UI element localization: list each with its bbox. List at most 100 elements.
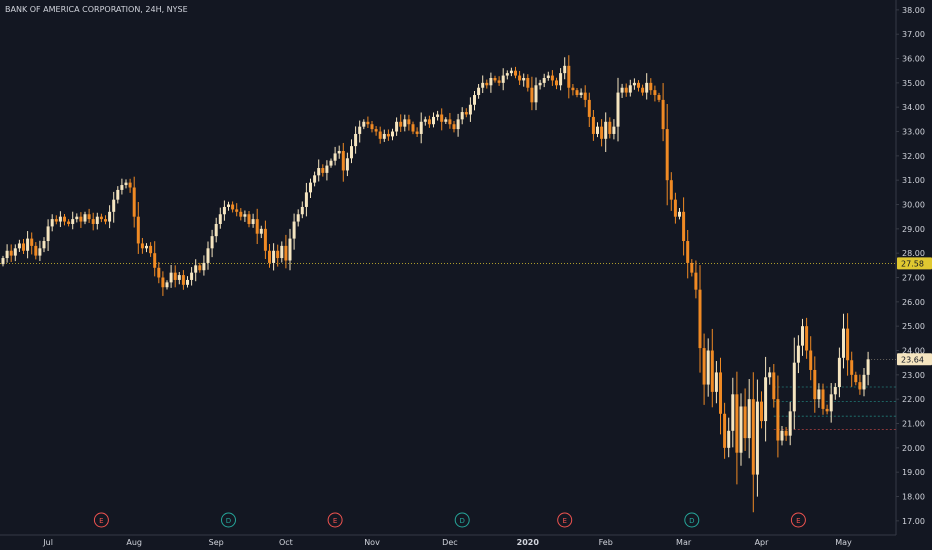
candle — [255, 208, 259, 245]
candle — [641, 84, 645, 96]
candle — [538, 79, 542, 90]
candle — [440, 108, 444, 131]
candle-body — [214, 223, 218, 237]
x-tick-label: Aug — [126, 538, 142, 547]
candle — [124, 179, 128, 189]
event-marker-label: E — [99, 517, 103, 525]
candle-body — [345, 158, 349, 171]
x-tick-label: Jul — [42, 538, 53, 547]
candle — [99, 213, 103, 223]
candle — [436, 110, 440, 121]
candle — [427, 115, 431, 128]
candle — [345, 152, 349, 177]
candle-body — [702, 348, 706, 385]
candle-body — [120, 185, 124, 190]
candle — [571, 83, 575, 96]
candle-body — [165, 282, 169, 288]
candle — [485, 79, 489, 89]
candle — [682, 197, 686, 256]
candle-body — [140, 243, 144, 249]
candle — [153, 241, 157, 277]
candle — [304, 182, 308, 217]
event-marker — [327, 512, 343, 528]
candle-body — [132, 187, 136, 217]
candle-body — [239, 211, 243, 217]
x-tick-label: Oct — [279, 538, 293, 547]
candle-body — [124, 182, 128, 186]
candle-body — [505, 73, 509, 76]
candle — [407, 114, 411, 131]
candle-body — [247, 214, 251, 224]
candle-body — [591, 116, 595, 134]
candle-body — [567, 65, 571, 88]
candle-body — [337, 150, 341, 154]
candle-body — [366, 121, 370, 125]
y-tick-label: 21.00 — [902, 420, 925, 429]
candle — [17, 239, 21, 252]
candle-body — [596, 126, 599, 134]
candle — [546, 71, 550, 81]
candle-body — [546, 75, 550, 78]
candle-body — [493, 77, 497, 81]
candle — [272, 243, 276, 271]
candle-body — [350, 146, 353, 159]
candle-body — [854, 374, 858, 383]
candle-body — [13, 248, 17, 256]
candle-body — [153, 253, 157, 268]
candle — [829, 383, 833, 423]
candle-body — [91, 219, 95, 224]
event-marker-label: E — [796, 517, 800, 525]
event-marker-label: E — [562, 517, 566, 525]
candle — [116, 186, 120, 204]
candle — [333, 146, 337, 166]
candle-body — [755, 401, 759, 475]
candle — [854, 371, 858, 386]
candle — [604, 112, 608, 152]
candle-body — [485, 82, 489, 86]
candle-body — [456, 119, 460, 130]
candle — [719, 357, 722, 435]
event-marker — [93, 512, 109, 528]
candle-body — [866, 359, 870, 375]
candle — [530, 76, 534, 111]
candle — [452, 120, 456, 133]
candle-body — [706, 350, 710, 385]
candle — [448, 112, 452, 129]
candle — [165, 280, 169, 290]
candle-body — [112, 199, 116, 212]
candle-body — [776, 399, 780, 441]
candle — [842, 313, 845, 369]
candle — [747, 379, 751, 459]
candle — [817, 383, 821, 408]
y-tick-label: 38.00 — [902, 6, 925, 15]
last-price-label-bg — [897, 353, 932, 366]
candle — [276, 244, 280, 267]
candle — [337, 145, 341, 159]
candle-body — [682, 211, 686, 242]
candle — [222, 200, 226, 221]
candle — [157, 262, 161, 284]
candle — [321, 164, 325, 177]
candle — [637, 80, 640, 92]
candle-body — [432, 116, 435, 125]
candle — [460, 107, 464, 125]
candle — [194, 259, 198, 282]
candle-body — [842, 328, 845, 358]
candle-body — [210, 236, 214, 249]
candle — [128, 178, 132, 193]
candle-body — [145, 245, 148, 249]
candle — [743, 388, 747, 451]
candle — [542, 73, 546, 88]
candle-body — [5, 250, 9, 259]
candle — [694, 260, 698, 299]
candle-body — [186, 279, 189, 285]
candle-body — [440, 114, 444, 122]
y-tick-label: 29.00 — [902, 225, 925, 234]
candle-body — [386, 133, 390, 137]
candle — [805, 317, 809, 359]
candle-body — [489, 77, 493, 86]
candle — [58, 211, 62, 228]
candle-body — [468, 104, 472, 115]
candle — [772, 364, 776, 408]
